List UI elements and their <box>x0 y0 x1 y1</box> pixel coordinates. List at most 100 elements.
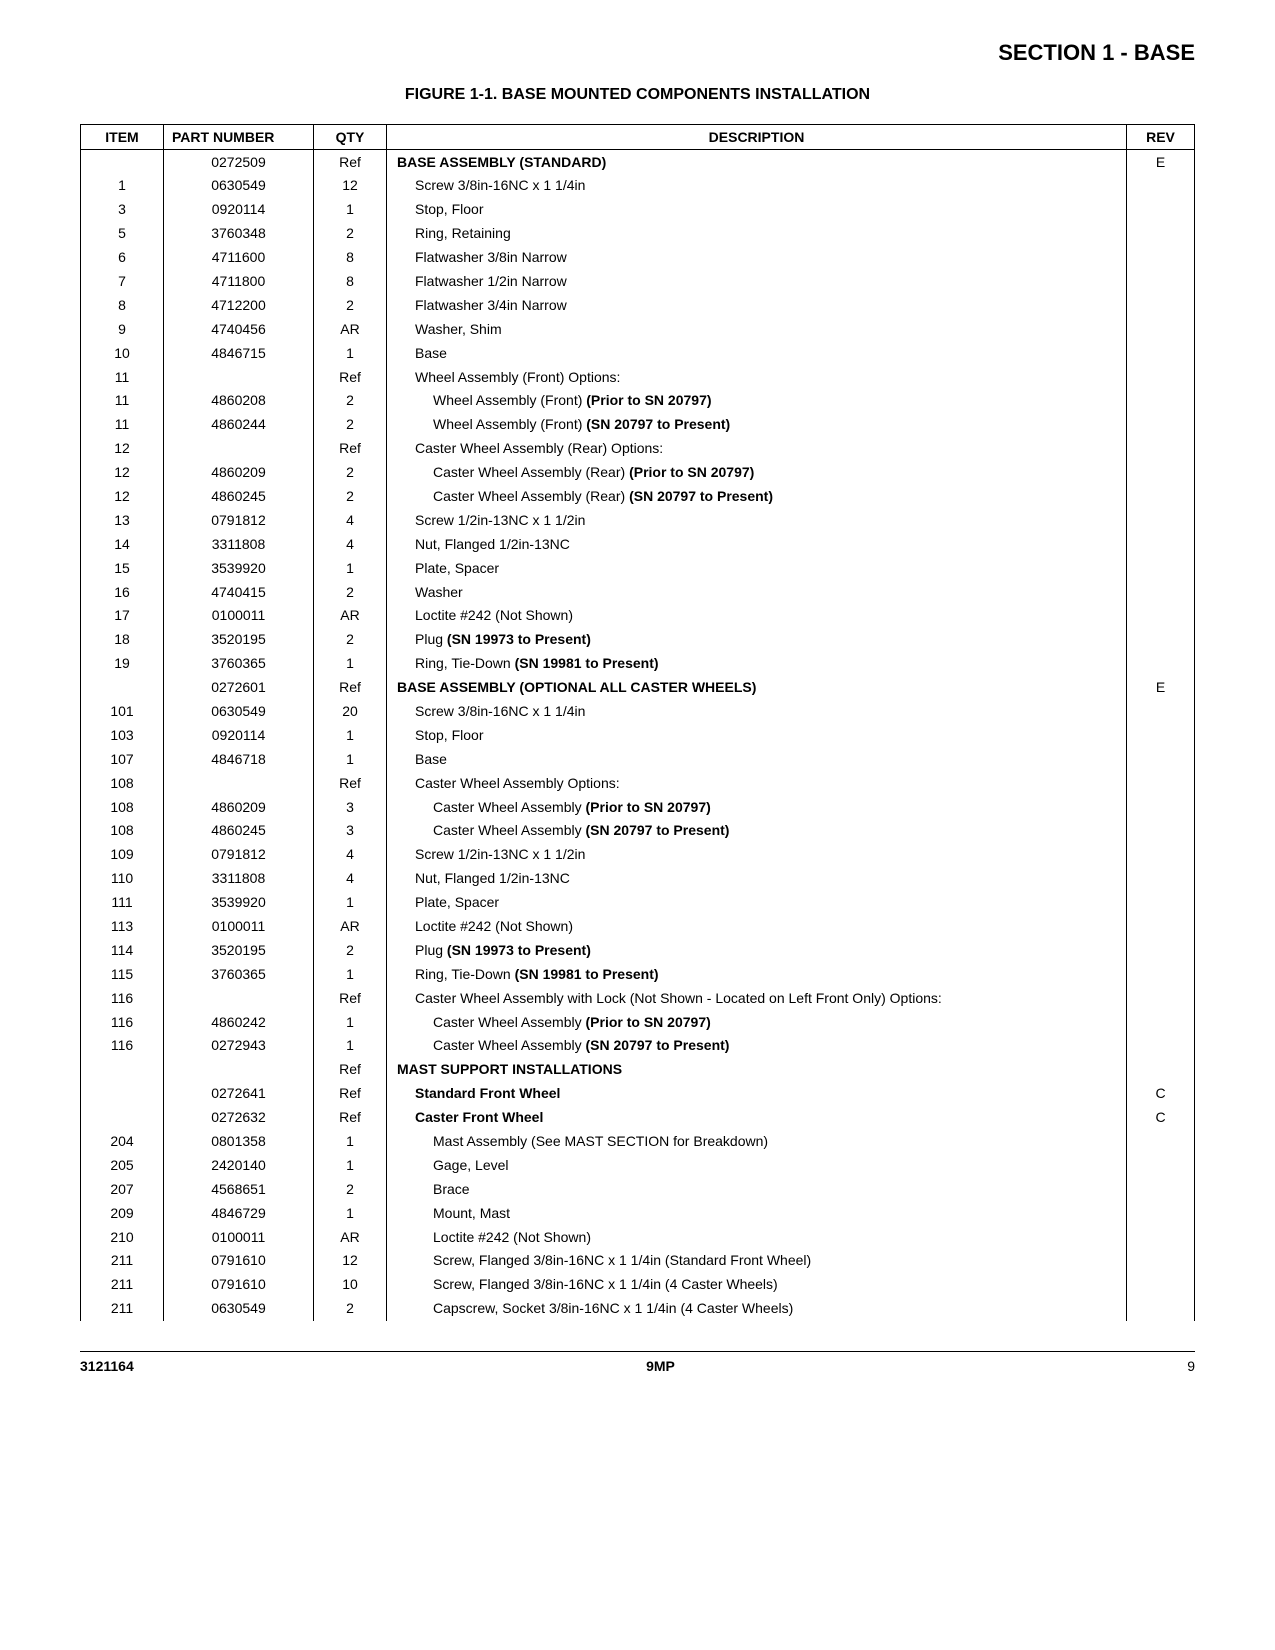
cell-part: 3760365 <box>164 962 314 986</box>
table-row: 2100100011ARLoctite #242 (Not Shown) <box>81 1225 1195 1249</box>
cell-rev <box>1127 652 1195 676</box>
cell-part: 3539920 <box>164 891 314 915</box>
cell-desc: Caster Wheel Assembly (Rear) (Prior to S… <box>387 461 1127 485</box>
cell-item <box>81 1058 164 1082</box>
cell-rev <box>1127 843 1195 867</box>
cell-desc: Mast Assembly (See MAST SECTION for Brea… <box>387 1130 1127 1154</box>
cell-rev: C <box>1127 1106 1195 1130</box>
table-row: 20408013581Mast Assembly (See MAST SECTI… <box>81 1130 1195 1154</box>
cell-rev <box>1127 628 1195 652</box>
cell-part: 3311808 <box>164 532 314 556</box>
table-row: 211079161012Screw, Flanged 3/8in-16NC x … <box>81 1249 1195 1273</box>
cell-desc: Flatwasher 1/2in Narrow <box>387 269 1127 293</box>
cell-part: 4711800 <box>164 269 314 293</box>
cell-qty: AR <box>314 1225 387 1249</box>
cell-qty: 1 <box>314 341 387 365</box>
cell-qty: AR <box>314 604 387 628</box>
table-row: 11648602421Caster Wheel Assembly (Prior … <box>81 1010 1195 1034</box>
cell-part: 0272601 <box>164 676 314 700</box>
table-row: 1307918124Screw 1/2in-13NC x 1 1/2in <box>81 508 1195 532</box>
cell-part: 4860244 <box>164 413 314 437</box>
cell-part: 4860245 <box>164 484 314 508</box>
cell-item: 19 <box>81 652 164 676</box>
cell-item: 5 <box>81 222 164 246</box>
section-header: SECTION 1 - BASE <box>80 40 1195 66</box>
cell-desc: Caster Front Wheel <box>387 1106 1127 1130</box>
cell-item: 205 <box>81 1153 164 1177</box>
cell-item: 211 <box>81 1273 164 1297</box>
table-row: 1063054912Screw 3/8in-16NC x 1 1/4in <box>81 174 1195 198</box>
cell-desc: Caster Wheel Assembly Options: <box>387 771 1127 795</box>
cell-qty: 1 <box>314 198 387 222</box>
cell-rev <box>1127 891 1195 915</box>
cell-desc: Caster Wheel Assembly with Lock (Not Sho… <box>387 986 1127 1010</box>
cell-desc: Screw 1/2in-13NC x 1 1/2in <box>387 508 1127 532</box>
cell-rev <box>1127 771 1195 795</box>
cell-desc: Wheel Assembly (Front) (Prior to SN 2079… <box>387 389 1127 413</box>
cell-qty: 1 <box>314 1034 387 1058</box>
cell-rev <box>1127 532 1195 556</box>
cell-part: 4846729 <box>164 1201 314 1225</box>
cell-item: 14 <box>81 532 164 556</box>
cell-desc: Caster Wheel Assembly (SN 20797 to Prese… <box>387 1034 1127 1058</box>
cell-qty: 1 <box>314 1010 387 1034</box>
cell-rev <box>1127 962 1195 986</box>
cell-part: 4712200 <box>164 293 314 317</box>
cell-qty: 1 <box>314 556 387 580</box>
cell-desc: Plug (SN 19973 to Present) <box>387 938 1127 962</box>
cell-rev <box>1127 1034 1195 1058</box>
table-row: 11602729431Caster Wheel Assembly (SN 207… <box>81 1034 1195 1058</box>
cell-desc: MAST SUPPORT INSTALLATIONS <box>387 1058 1127 1082</box>
cell-part: 0630549 <box>164 699 314 723</box>
cell-rev <box>1127 198 1195 222</box>
cell-item: 107 <box>81 747 164 771</box>
table-row: 10748467181Base <box>81 747 1195 771</box>
cell-item <box>81 1082 164 1106</box>
table-header-row: ITEM PART NUMBER QTY DESCRIPTION REV <box>81 125 1195 150</box>
cell-item: 17 <box>81 604 164 628</box>
cell-rev <box>1127 1153 1195 1177</box>
table-row: 94740456ARWasher, Shim <box>81 317 1195 341</box>
cell-desc: Screw, Flanged 3/8in-16NC x 1 1/4in (Sta… <box>387 1249 1127 1273</box>
cell-item: 7 <box>81 269 164 293</box>
cell-part: 0100011 <box>164 604 314 628</box>
table-row: 20524201401Gage, Level <box>81 1153 1195 1177</box>
cell-qty: Ref <box>314 771 387 795</box>
cell-desc: Loctite #242 (Not Shown) <box>387 604 1127 628</box>
cell-desc: Ring, Tie-Down (SN 19981 to Present) <box>387 652 1127 676</box>
table-row: 0272641RefStandard Front WheelC <box>81 1082 1195 1106</box>
cell-item: 111 <box>81 891 164 915</box>
cell-qty: 2 <box>314 580 387 604</box>
cell-qty: 4 <box>314 843 387 867</box>
table-row: 1433118084Nut, Flanged 1/2in-13NC <box>81 532 1195 556</box>
cell-rev: E <box>1127 150 1195 174</box>
table-row: 20948467291Mount, Mast <box>81 1201 1195 1225</box>
cell-desc: Washer, Shim <box>387 317 1127 341</box>
cell-desc: Caster Wheel Assembly (Prior to SN 20797… <box>387 795 1127 819</box>
cell-part: 0630549 <box>164 174 314 198</box>
cell-item: 10 <box>81 341 164 365</box>
cell-item: 115 <box>81 962 164 986</box>
table-row: RefMAST SUPPORT INSTALLATIONS <box>81 1058 1195 1082</box>
figure-title: FIGURE 1-1. BASE MOUNTED COMPONENTS INST… <box>80 86 1195 104</box>
cell-desc: Wheel Assembly (Front) Options: <box>387 365 1127 389</box>
cell-desc: BASE ASSEMBLY (OPTIONAL ALL CASTER WHEEL… <box>387 676 1127 700</box>
cell-rev <box>1127 293 1195 317</box>
cell-part: 0272632 <box>164 1106 314 1130</box>
table-row: 647116008Flatwasher 3/8in Narrow <box>81 246 1195 270</box>
cell-desc: Wheel Assembly (Front) (SN 20797 to Pres… <box>387 413 1127 437</box>
cell-part: 4860209 <box>164 795 314 819</box>
cell-part: 0272509 <box>164 150 314 174</box>
cell-rev <box>1127 1249 1195 1273</box>
cell-item: 103 <box>81 723 164 747</box>
table-row: 10309201141Stop, Floor <box>81 723 1195 747</box>
cell-part: 4860208 <box>164 389 314 413</box>
cell-rev: C <box>1127 1082 1195 1106</box>
cell-rev <box>1127 1201 1195 1225</box>
cell-item: 11 <box>81 365 164 389</box>
cell-rev <box>1127 1010 1195 1034</box>
col-header-part: PART NUMBER <box>164 125 314 150</box>
cell-desc: Screw 1/2in-13NC x 1 1/2in <box>387 843 1127 867</box>
table-row: 0272509RefBASE ASSEMBLY (STANDARD)E <box>81 150 1195 174</box>
cell-rev <box>1127 365 1195 389</box>
